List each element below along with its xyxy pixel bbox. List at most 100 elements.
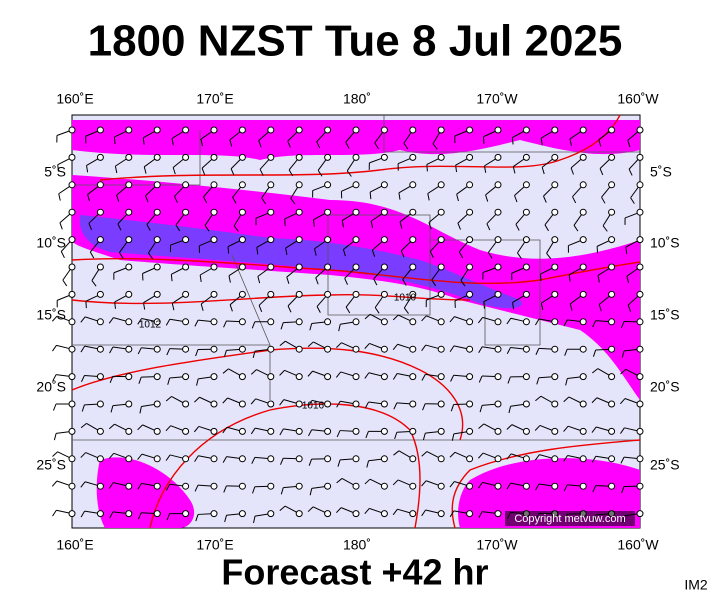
barb-feather (478, 375, 483, 383)
barb-station (153, 318, 161, 326)
barb-feather (534, 454, 540, 461)
barb-feather (89, 251, 95, 259)
barb-station (579, 153, 587, 161)
barb-feather (455, 165, 458, 173)
latitude-label: 10˚S (36, 235, 66, 251)
barb-station (579, 290, 587, 298)
barb-station (551, 427, 559, 435)
barb-station (267, 290, 275, 298)
barb-feather (165, 484, 171, 491)
barb-station (324, 427, 332, 435)
barb-feather (399, 221, 403, 229)
barb-feather (279, 369, 285, 376)
barb-station (522, 455, 530, 463)
barb-station (522, 181, 530, 189)
barb-station (380, 400, 388, 408)
barb-feather (507, 376, 511, 384)
barb-station (551, 482, 559, 490)
barb-feather (345, 306, 351, 314)
barb-station (352, 455, 360, 463)
barb-feather (108, 317, 114, 324)
barb-station (210, 208, 218, 216)
barb-feather (252, 351, 256, 359)
barb-feather (165, 454, 171, 461)
barb-feather (258, 305, 263, 312)
barb-station (579, 345, 587, 353)
barb-feather (165, 425, 172, 432)
image-id: IM2 (684, 577, 708, 593)
barb-station (380, 153, 388, 161)
barb-feather (335, 371, 342, 378)
barb-station (466, 345, 474, 353)
barb-station (437, 236, 445, 244)
barb-feather (450, 404, 455, 412)
barb-feather (279, 458, 284, 465)
barb-feather (428, 222, 432, 230)
barb-feather (336, 478, 343, 484)
barb-feather (460, 280, 466, 287)
barb-station (68, 345, 76, 353)
barb-station (466, 126, 474, 134)
barb-station (267, 455, 275, 463)
barb-station (153, 208, 161, 216)
barb-station (494, 482, 502, 490)
barb-feather (250, 369, 257, 375)
barb-feather (227, 246, 230, 254)
barb-feather (563, 455, 568, 462)
heavy-rain (79, 215, 522, 309)
barb-station (182, 400, 190, 408)
barb-station (409, 263, 417, 271)
barb-feather (592, 485, 597, 493)
barb-station (68, 290, 76, 298)
barb-feather (392, 479, 399, 486)
barb-station (153, 345, 161, 353)
barb-station (295, 455, 303, 463)
barb-feather (52, 345, 57, 352)
barb-feather (564, 349, 568, 356)
barb-station (579, 208, 587, 216)
latitude-label: 5˚S (650, 164, 672, 180)
barb-feather (110, 405, 114, 413)
barb-station (267, 181, 275, 189)
barb-station (522, 427, 530, 435)
barb-station (352, 181, 360, 189)
barb-feather (137, 512, 142, 520)
barb-station (295, 482, 303, 490)
barb-station (68, 482, 76, 490)
barb-feather (81, 404, 85, 412)
barb-feather (60, 251, 65, 258)
barb-feather (345, 142, 350, 149)
barb-station (551, 455, 559, 463)
barb-feather (364, 401, 369, 409)
barb-feather (165, 319, 171, 326)
barb-feather (80, 345, 86, 353)
barb-feather (81, 375, 85, 383)
barb-station (295, 236, 303, 244)
barb-feather (165, 396, 172, 402)
barb-station (238, 455, 246, 463)
latitude-label: 20˚S (36, 379, 66, 395)
barb-station (437, 318, 445, 326)
barb-feather (477, 317, 484, 324)
latitude-label: 5˚S (44, 164, 66, 180)
barb-feather (137, 453, 143, 460)
barb-feather (87, 194, 91, 202)
barb-station (636, 345, 644, 353)
barb-feather (108, 452, 115, 459)
barb-feather (366, 460, 370, 468)
barb-feather (312, 219, 315, 227)
barb-feather (145, 195, 149, 203)
barb-station (96, 181, 104, 189)
barb-feather (193, 426, 200, 433)
barb-station (494, 126, 502, 134)
barb-feather (626, 276, 630, 284)
copyright: Copyright metvuw.com (514, 513, 625, 525)
barb-station (352, 126, 360, 134)
isobar-label: 1016 (302, 401, 325, 412)
barb-feather (113, 136, 116, 145)
barb-feather (535, 483, 540, 491)
barb-station (182, 236, 190, 244)
barb-feather (402, 279, 407, 286)
barb-feather (344, 278, 348, 285)
barb-station (380, 290, 388, 298)
